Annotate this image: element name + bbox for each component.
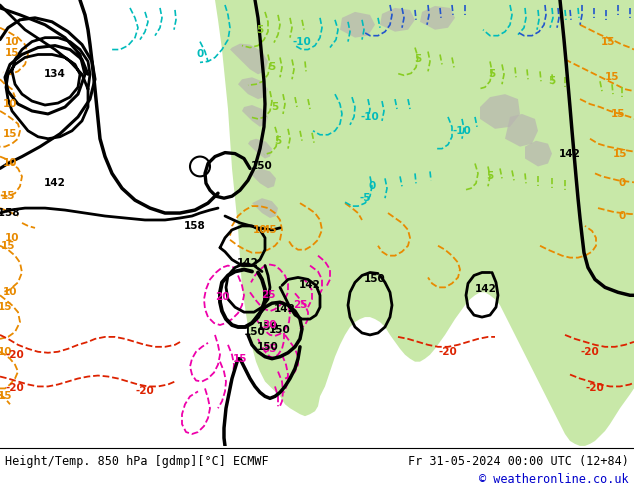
Text: © weatheronline.co.uk: © weatheronline.co.uk: [479, 473, 629, 487]
Text: 5: 5: [271, 102, 278, 112]
Text: 15: 15: [0, 392, 12, 401]
Text: -5: -5: [359, 193, 371, 203]
Text: 5: 5: [548, 76, 555, 86]
Text: 15: 15: [4, 48, 19, 57]
Text: 15: 15: [611, 109, 625, 119]
Text: ~158: ~158: [0, 208, 20, 218]
Text: 142: 142: [237, 258, 259, 268]
Text: 15: 15: [605, 73, 619, 82]
Text: -10: -10: [453, 126, 471, 136]
Text: -10: -10: [361, 112, 379, 122]
Text: 150: 150: [269, 325, 291, 335]
Text: 10: 10: [0, 347, 12, 357]
Text: Fr 31-05-2024 00:00 UTC (12+84): Fr 31-05-2024 00:00 UTC (12+84): [408, 455, 629, 468]
Text: 5: 5: [486, 172, 494, 181]
Text: 10: 10: [3, 287, 17, 297]
Polygon shape: [215, 0, 634, 446]
Text: 10: 10: [3, 158, 17, 169]
Text: 5: 5: [488, 69, 496, 79]
Polygon shape: [505, 114, 538, 147]
Text: 0: 0: [618, 178, 626, 188]
Text: 15: 15: [612, 148, 627, 159]
Text: -20: -20: [136, 387, 154, 396]
Text: 150: 150: [364, 274, 386, 284]
Text: 5: 5: [256, 24, 264, 35]
Text: -20: -20: [6, 384, 24, 393]
Text: 150: 150: [251, 162, 273, 172]
Text: 150: 150: [257, 322, 279, 332]
Text: -20: -20: [586, 384, 604, 393]
Text: 15: 15: [1, 241, 15, 251]
Text: -20: -20: [6, 350, 24, 360]
Polygon shape: [242, 105, 268, 127]
Text: -10: -10: [293, 37, 311, 47]
Text: Height/Temp. 850 hPa [gdmp][°C] ECMWF: Height/Temp. 850 hPa [gdmp][°C] ECMWF: [5, 455, 269, 468]
Polygon shape: [248, 139, 272, 159]
Text: 25: 25: [293, 300, 307, 310]
Text: 142: 142: [299, 280, 321, 291]
Polygon shape: [340, 12, 375, 38]
Text: 150: 150: [257, 342, 279, 352]
Text: 10: 10: [4, 37, 19, 47]
Polygon shape: [525, 141, 552, 167]
Text: 10: 10: [4, 233, 19, 243]
Text: 142: 142: [559, 148, 581, 159]
Text: 35: 35: [262, 344, 277, 354]
Text: 142: 142: [475, 284, 497, 294]
Polygon shape: [420, 6, 455, 30]
Text: 15: 15: [233, 354, 247, 364]
Text: 45: 45: [262, 225, 277, 235]
Polygon shape: [380, 8, 415, 32]
Text: 5: 5: [275, 136, 281, 146]
Text: 15: 15: [1, 191, 15, 201]
Text: 30: 30: [262, 320, 277, 330]
Polygon shape: [238, 77, 268, 99]
Text: 5: 5: [268, 62, 276, 73]
Text: 150: 150: [244, 327, 266, 337]
Text: 15: 15: [0, 302, 12, 312]
Polygon shape: [252, 198, 278, 218]
Text: 158: 158: [184, 221, 206, 231]
Text: 10: 10: [3, 99, 17, 109]
Text: 15: 15: [3, 129, 17, 139]
Text: -20: -20: [581, 347, 599, 357]
Text: 15: 15: [601, 37, 615, 47]
Text: 10: 10: [253, 225, 268, 235]
Text: 142: 142: [44, 178, 66, 188]
Text: 134: 134: [44, 69, 66, 79]
Text: 142: 142: [274, 304, 296, 314]
Polygon shape: [480, 94, 520, 129]
Text: 0: 0: [197, 49, 204, 59]
Text: 5: 5: [415, 54, 422, 65]
Text: 20: 20: [215, 292, 230, 302]
Polygon shape: [230, 44, 268, 74]
Polygon shape: [450, 0, 505, 45]
Polygon shape: [250, 169, 276, 188]
Text: 25: 25: [261, 290, 275, 300]
Text: 0: 0: [368, 181, 375, 191]
Text: 0: 0: [618, 211, 626, 221]
Text: -20: -20: [439, 347, 457, 357]
